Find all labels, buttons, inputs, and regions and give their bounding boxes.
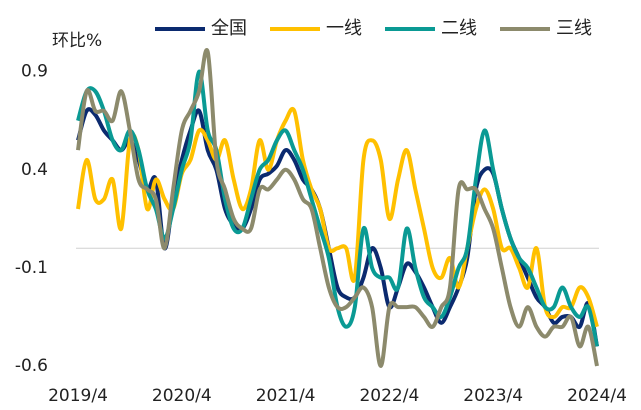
x-tick-label: 2019/4	[48, 386, 108, 406]
legend-text: 全国	[211, 18, 247, 39]
y-axis-label: 环比%	[52, 31, 102, 51]
y-tick-label: -0.6	[15, 356, 48, 376]
series-line	[76, 106, 599, 328]
y-tick-label: -0.1	[15, 258, 48, 278]
x-tick-label: 2020/4	[152, 386, 212, 406]
y-tick-label: 0.9	[21, 62, 48, 82]
y-tick-label: 0.4	[21, 160, 48, 180]
x-tick-label: 2022/4	[359, 386, 419, 406]
legend-text: 三线	[556, 18, 592, 39]
legend-text: 一线	[326, 18, 362, 39]
x-tick-label: 2021/4	[256, 386, 316, 406]
x-tick-label: 2023/4	[463, 386, 523, 406]
series-line	[76, 47, 599, 368]
x-tick-label: 2024/4	[567, 386, 627, 406]
legend-text: 二线	[441, 18, 477, 39]
